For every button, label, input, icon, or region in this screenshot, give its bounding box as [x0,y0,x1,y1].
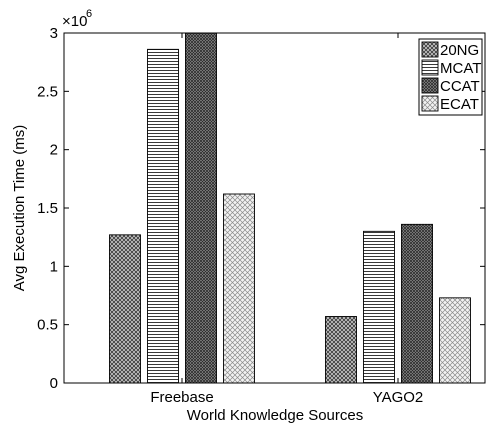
bar-ccat-freebase [185,32,217,384]
bar-mcat-yago2 [363,230,395,384]
x-axis-label: World Knowledge Sources [187,407,363,423]
x-tick-label: Freebase [150,389,213,406]
y-tick-label: 0.5 [37,317,58,334]
y-tick-label: 1 [50,258,58,275]
y-tick-label: 2.5 [37,83,58,100]
legend-swatch-mcat [421,59,439,76]
y-tick-label: 0 [50,375,58,392]
bar-20ng-freebase [109,234,141,384]
y-axis-label: Avg Execution Time (ms) [11,125,28,291]
legend-label-mcat: MCAT [440,60,481,77]
bar-ecat-freebase [223,193,255,384]
legend-label-ccat: CCAT [440,78,480,95]
legend-label-ecat: ECAT [440,96,479,113]
y-tick-label: 3 [50,25,58,42]
y-tick-label: 1.5 [37,200,58,217]
y-multiplier-base: ×10 [62,13,87,30]
legend-swatch-ccat [421,77,439,94]
legend-swatch-ecat [421,95,439,112]
legend-swatch-20ng [421,41,439,58]
bar-mcat-freebase [147,48,179,384]
bar-ecat-yago2 [439,297,471,384]
y-tick-label: 2 [50,142,58,159]
bars [109,32,471,384]
bar-20ng-yago2 [325,316,357,384]
y-multiplier-exponent: 6 [86,8,92,20]
x-ticks: Freebase YAGO2 [150,33,423,406]
plot-frame [63,32,486,384]
x-tick-label: YAGO2 [373,389,424,406]
legend-label-20ng: 20NG [440,42,479,59]
y-ticks: 0 0.5 1 1.5 2 2.5 3 [37,25,485,392]
bar-ccat-yago2 [401,223,433,384]
